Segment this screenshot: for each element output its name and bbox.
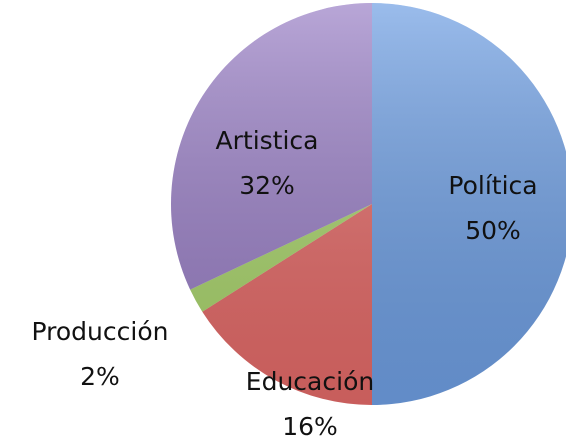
slice-value-label: 32%: [239, 171, 295, 200]
slice-label: Política: [448, 171, 537, 200]
slice-value-label: 16%: [282, 412, 338, 441]
slice-value-label: 2%: [80, 362, 120, 391]
pie-slice: [372, 3, 566, 405]
pie: [170, 3, 566, 405]
slice-label: Producción: [32, 317, 169, 346]
slice-label: Educación: [246, 367, 374, 396]
slice-label: Artistica: [216, 126, 319, 155]
slice-value-label: 50%: [465, 216, 521, 245]
labels: Política 50% Educación 16% Producción 2% Artis…: [32, 126, 538, 441]
